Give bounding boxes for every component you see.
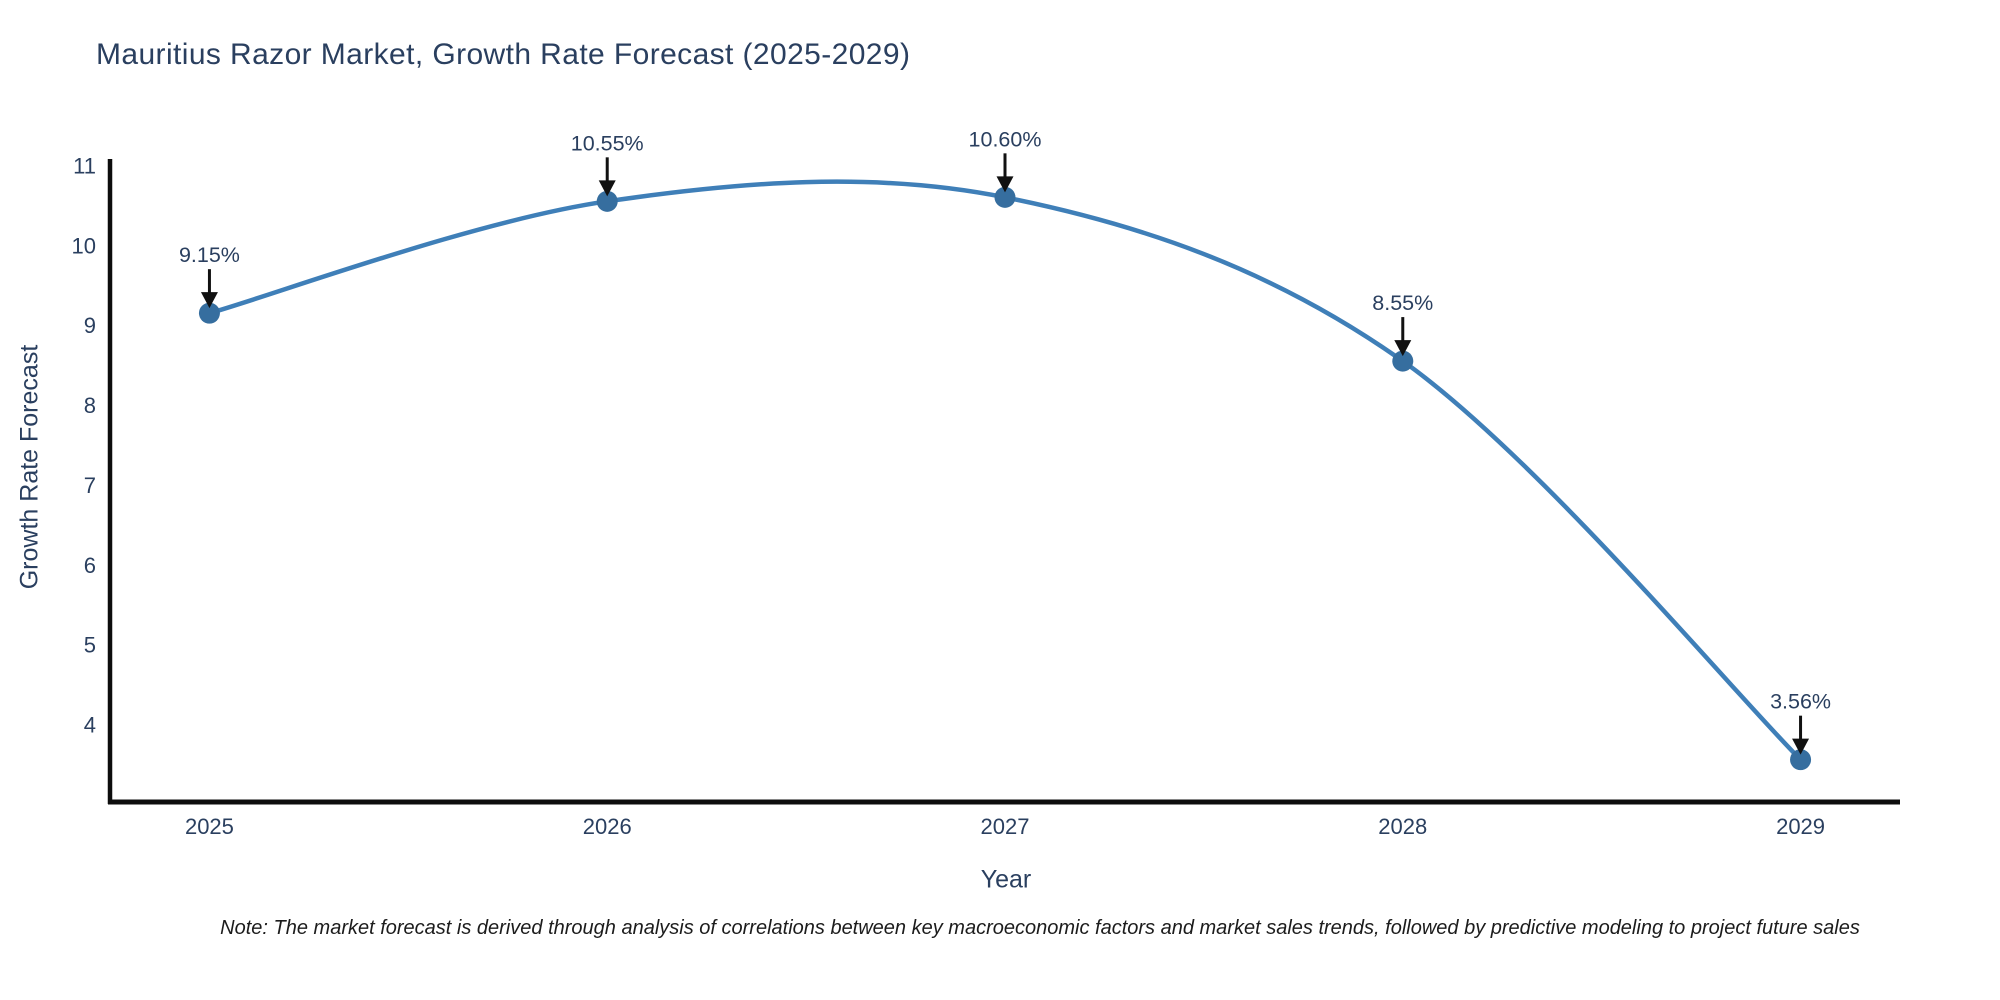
data-label: 9.15% (179, 243, 240, 267)
y-tick-label: 5 (84, 633, 96, 658)
x-tick-label: 2029 (1776, 814, 1825, 839)
series-layer (198, 179, 1812, 771)
data-point-marker[interactable] (1392, 350, 1414, 372)
annotation-arrowhead (1792, 738, 1810, 755)
y-tick-label: 6 (84, 553, 96, 578)
x-tick-label: 2028 (1378, 814, 1427, 839)
x-tick-label: 2026 (583, 814, 632, 839)
annotation-arrowhead (996, 176, 1014, 193)
footnote: Note: The market forecast is derived thr… (220, 917, 1860, 939)
y-tick-label: 8 (84, 393, 96, 418)
chart-title: Mauritius Razor Market, Growth Rate Fore… (96, 38, 911, 71)
y-tick-label: 9 (84, 313, 96, 338)
data-point-marker[interactable] (1790, 749, 1812, 771)
y-tick-label: 10 (72, 233, 96, 258)
y-tick-label: 7 (84, 473, 96, 498)
data-label: 10.60% (969, 127, 1042, 151)
x-axis-title: Year (980, 865, 1032, 894)
y-tick-label: 11 (73, 153, 96, 178)
annotation-arrowhead (1394, 340, 1412, 357)
data-point-marker[interactable] (596, 190, 618, 212)
data-point-marker[interactable] (198, 302, 220, 324)
forecast-line (207, 179, 1803, 762)
axes-layer (107, 159, 1900, 805)
annotation-arrowhead (200, 292, 218, 309)
data-label: 10.55% (571, 131, 644, 155)
data-label: 8.55% (1372, 291, 1433, 315)
x-tick-label: 2027 (981, 814, 1030, 839)
x-tick-label: 2025 (185, 814, 234, 839)
tick-label-layer: 4 5 6 7 8 9 10 11 2025 2026 2027 2028 2029 (72, 153, 1826, 839)
annotation-arrowhead (598, 180, 616, 197)
data-label: 3.56% (1770, 690, 1831, 714)
y-tick-label: 4 (84, 713, 96, 738)
data-point-marker[interactable] (994, 186, 1016, 208)
annotation-layer: 9.15% 10.55% 10.60% 8.55% 3.56% (179, 127, 1831, 755)
